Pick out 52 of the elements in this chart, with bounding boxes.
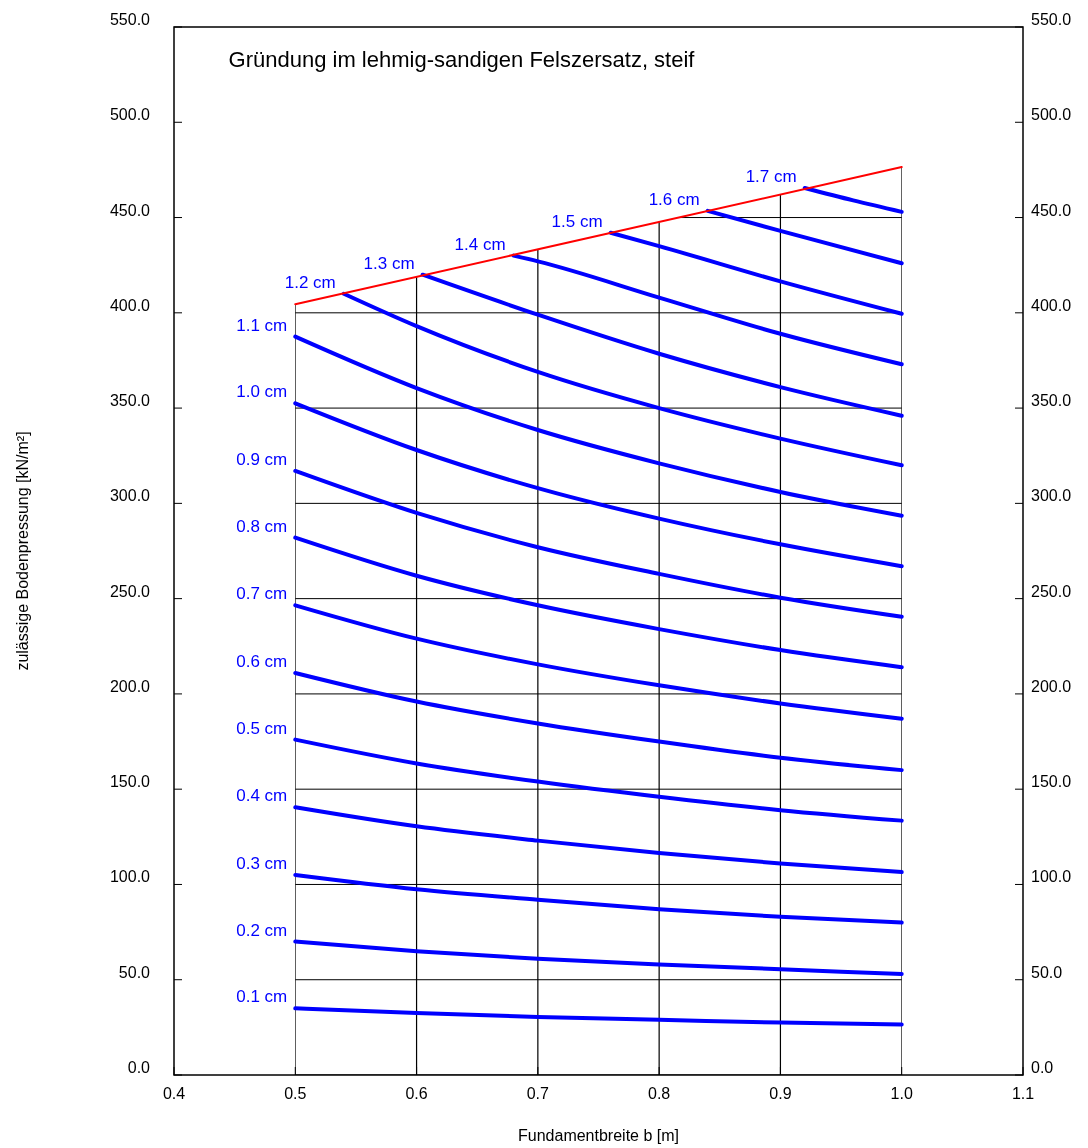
y-tick-label: 200.0 — [109, 677, 151, 695]
series-label: 0.4 cm — [236, 786, 288, 806]
series-label: 0.7 cm — [236, 584, 288, 604]
y2-tick-label: 350.0 — [1031, 392, 1072, 410]
y-tick-label: 450.0 — [109, 201, 151, 219]
y2-tick-label: 400.0 — [1031, 296, 1072, 314]
series-label: 0.8 cm — [236, 516, 288, 536]
x-tick-label: 0.7 — [526, 1085, 550, 1102]
series-label: 0.6 cm — [236, 651, 288, 671]
y-tick-label: 400.0 — [109, 296, 151, 314]
x-tick-label: 0.6 — [405, 1085, 428, 1102]
text: Gründung im lehmig-sandigen Felszersatz, steif — [228, 47, 696, 72]
y2-tick-label: 550.0 — [1031, 11, 1072, 28]
y2-tick-label: 250.0 — [1031, 582, 1072, 600]
y-tick-label: 150.0 — [109, 773, 151, 791]
x-tick-label: 0.5 — [284, 1085, 307, 1102]
y-tick-label: 500.0 — [109, 106, 151, 124]
y2-tick-label: 50.0 — [1031, 963, 1063, 981]
x-tick-label: 0.9 — [769, 1085, 792, 1102]
y2-tick-label: 500.0 — [1031, 106, 1072, 124]
x-tick-label: 0.4 — [162, 1085, 186, 1102]
series-label: 1.0 cm — [236, 382, 288, 402]
series-label: 1.3 cm — [363, 253, 415, 273]
series-label: 0.5 cm — [236, 718, 288, 738]
y-tick-label: 550.0 — [109, 11, 151, 28]
x-axis-title: Fundamentbreite b [m] — [518, 1127, 679, 1144]
y-tick-label: 50.0 — [118, 963, 151, 981]
series-label: 1.7 cm — [745, 167, 797, 187]
series-label: 1.1 cm — [236, 315, 288, 335]
series-label: 1.5 cm — [551, 211, 603, 231]
series-label: 0.1 cm — [236, 987, 288, 1007]
y-tick-label: 300.0 — [109, 487, 151, 505]
y2-tick-label: 100.0 — [1031, 868, 1072, 886]
x-tick-label: 1.0 — [890, 1085, 913, 1102]
series-label: 0.3 cm — [236, 853, 288, 873]
series-label: 0.2 cm — [236, 920, 288, 940]
y-tick-label: 350.0 — [109, 392, 151, 410]
series-label: 1.4 cm — [454, 234, 506, 254]
y2-tick-label: 150.0 — [1031, 773, 1072, 791]
y-axis-title: zulässige Bodenpressung [kN/m²] — [14, 431, 31, 671]
x-tick-label: 0.8 — [648, 1085, 671, 1102]
y2-tick-label: 300.0 — [1031, 487, 1072, 505]
y-tick-label: 250.0 — [109, 582, 151, 600]
series-label: 0.9 cm — [236, 449, 288, 469]
series-label: 1.6 cm — [648, 189, 700, 209]
series-label: 1.2 cm — [284, 272, 336, 292]
y2-tick-label: 0.0 — [1031, 1059, 1054, 1076]
y-tick-label: 0.0 — [127, 1059, 151, 1076]
y-tick-label: 100.0 — [109, 868, 151, 886]
y2-tick-label: 450.0 — [1031, 201, 1072, 219]
y2-tick-label: 200.0 — [1031, 677, 1072, 695]
x-tick-label: 1.1 — [1011, 1085, 1035, 1102]
